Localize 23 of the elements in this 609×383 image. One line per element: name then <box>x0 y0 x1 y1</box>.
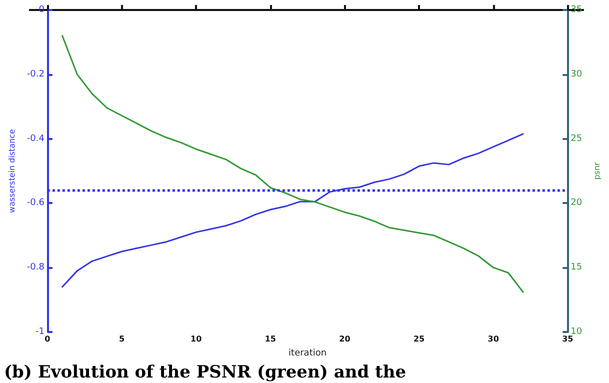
x-tick-label: 25 <box>413 334 426 344</box>
y-tick-label: -1 <box>35 327 44 337</box>
text: (b) Evolution of the PSNR (green) and the <box>4 362 406 382</box>
y2-axis-title: psnr <box>592 161 602 180</box>
y2-tick-label: 10 <box>570 327 582 337</box>
y-tick-label: -0.2 <box>26 69 44 80</box>
x-tick-label: 20 <box>339 334 351 344</box>
x-tick-label: 15 <box>264 334 276 344</box>
x-axis-title: iteration <box>288 348 327 358</box>
y2-tick-label: 15 <box>570 262 582 273</box>
y2-tick-label: 25 <box>570 134 582 144</box>
line-series <box>62 35 524 293</box>
y2-tick-label: 20 <box>570 198 582 208</box>
x-tick-label: 10 <box>190 334 202 344</box>
x-tick-label: 5 <box>118 334 125 344</box>
x-tick-label: 30 <box>488 334 500 344</box>
y-axis-title: wasserstein distance <box>8 128 16 213</box>
y2-tick-label: 30 <box>570 69 582 80</box>
y-tick-label: -0.8 <box>26 262 45 273</box>
y-tick-label: -0.6 <box>26 198 45 208</box>
x-tick-label: 35 <box>562 334 574 344</box>
x-tick-label: 0 <box>44 334 51 344</box>
y-tick-label: -0.4 <box>26 134 45 144</box>
